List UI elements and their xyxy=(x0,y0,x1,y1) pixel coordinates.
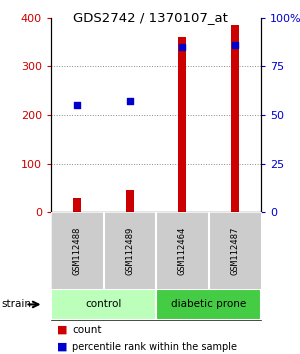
Text: GSM112489: GSM112489 xyxy=(125,226,134,275)
Text: GSM112488: GSM112488 xyxy=(73,226,82,275)
Text: diabetic prone: diabetic prone xyxy=(171,299,246,309)
Bar xyxy=(73,198,81,212)
Text: count: count xyxy=(72,325,101,335)
Bar xyxy=(178,37,186,212)
Point xyxy=(75,102,80,108)
Bar xyxy=(126,190,134,212)
Point xyxy=(232,42,237,48)
Point xyxy=(128,98,132,104)
Bar xyxy=(231,25,239,212)
Text: strain: strain xyxy=(2,299,31,309)
Text: GDS2742 / 1370107_at: GDS2742 / 1370107_at xyxy=(73,11,227,24)
Bar xyxy=(156,289,261,320)
Text: percentile rank within the sample: percentile rank within the sample xyxy=(72,342,237,352)
Text: ■: ■ xyxy=(57,325,68,335)
Text: GSM112464: GSM112464 xyxy=(178,226,187,275)
Text: control: control xyxy=(85,299,122,309)
Text: GSM112487: GSM112487 xyxy=(230,226,239,275)
Bar xyxy=(51,289,156,320)
Text: ■: ■ xyxy=(57,342,68,352)
Point xyxy=(180,44,185,50)
